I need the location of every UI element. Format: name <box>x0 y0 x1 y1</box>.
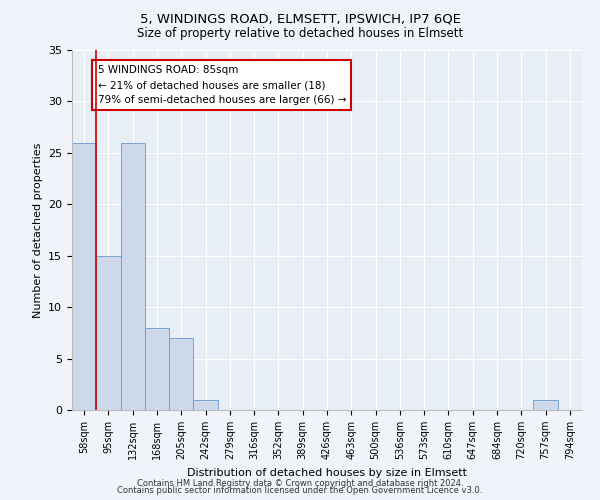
Y-axis label: Number of detached properties: Number of detached properties <box>32 142 43 318</box>
Text: Contains HM Land Registry data © Crown copyright and database right 2024.: Contains HM Land Registry data © Crown c… <box>137 478 463 488</box>
Bar <box>169 338 193 410</box>
Text: 5 WINDINGS ROAD: 85sqm
← 21% of detached houses are smaller (18)
79% of semi-det: 5 WINDINGS ROAD: 85sqm ← 21% of detached… <box>97 66 346 105</box>
Bar <box>121 142 145 410</box>
Text: 5, WINDINGS ROAD, ELMSETT, IPSWICH, IP7 6QE: 5, WINDINGS ROAD, ELMSETT, IPSWICH, IP7 … <box>139 12 461 26</box>
Text: Contains public sector information licensed under the Open Government Licence v3: Contains public sector information licen… <box>118 486 482 495</box>
Bar <box>145 328 169 410</box>
Text: Size of property relative to detached houses in Elmsett: Size of property relative to detached ho… <box>137 28 463 40</box>
Bar <box>193 400 218 410</box>
X-axis label: Distribution of detached houses by size in Elmsett: Distribution of detached houses by size … <box>187 468 467 477</box>
Bar <box>96 256 121 410</box>
Bar <box>72 142 96 410</box>
Bar <box>533 400 558 410</box>
